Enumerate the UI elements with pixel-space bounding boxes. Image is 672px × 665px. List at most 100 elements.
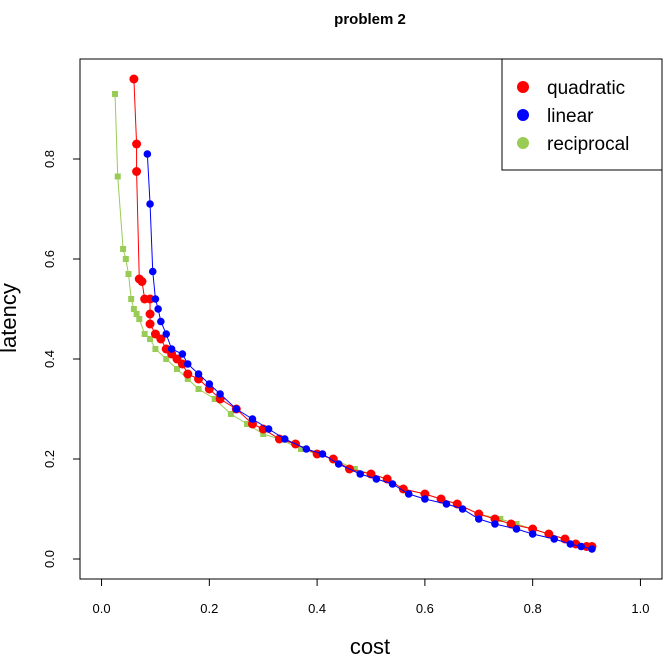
data-point xyxy=(120,246,127,252)
y-tick-label: 0.4 xyxy=(42,350,57,368)
x-tick-label: 1.0 xyxy=(631,601,649,616)
data-point xyxy=(132,167,142,176)
data-point xyxy=(227,411,234,417)
data-point xyxy=(577,542,585,551)
data-point xyxy=(145,309,155,319)
legend: quadratic linear reciprocal xyxy=(501,58,663,171)
legend-label: reciprocal xyxy=(547,134,629,155)
data-point xyxy=(421,495,429,503)
data-point xyxy=(506,519,516,529)
data-point xyxy=(129,74,139,84)
data-point xyxy=(152,346,159,352)
data-point xyxy=(216,390,224,398)
data-point xyxy=(178,350,187,358)
legend-marker xyxy=(517,81,529,93)
legend-label: linear xyxy=(547,106,594,127)
data-point xyxy=(248,415,257,423)
data-point xyxy=(512,525,521,533)
y-tick-label: 0.8 xyxy=(42,150,57,168)
y-axis-title: latency xyxy=(0,283,21,353)
data-point xyxy=(491,520,499,528)
data-point xyxy=(141,331,148,337)
data-point xyxy=(132,139,142,149)
data-point xyxy=(114,173,121,180)
data-point xyxy=(211,396,218,402)
data-point xyxy=(264,425,273,433)
legend-item-quadratic: quadratic xyxy=(517,78,625,99)
data-point xyxy=(194,370,203,378)
x-tick-label: 0.8 xyxy=(524,601,542,616)
legend-marker xyxy=(517,137,529,149)
data-point xyxy=(133,311,140,317)
y-axis: 0.0 0.2 0.4 0.6 0.8 xyxy=(42,150,81,568)
data-point xyxy=(232,405,241,413)
data-point xyxy=(372,475,381,483)
data-point xyxy=(183,360,192,368)
x-tick-label: 0.0 xyxy=(93,601,111,616)
data-point xyxy=(154,305,162,313)
data-point xyxy=(136,316,143,322)
legend-entries: quadratic linear reciprocal xyxy=(517,78,629,155)
data-point xyxy=(177,359,187,369)
data-point xyxy=(474,515,483,523)
data-point xyxy=(297,446,304,452)
data-point xyxy=(244,421,251,427)
data-point xyxy=(436,494,446,504)
data-point xyxy=(151,295,160,303)
data-point xyxy=(174,366,180,372)
data-point xyxy=(147,336,154,342)
data-point xyxy=(183,369,193,379)
data-point xyxy=(351,466,358,472)
chart-title: problem 2 xyxy=(334,11,406,28)
data-point xyxy=(122,256,129,262)
x-tick-label: 0.2 xyxy=(200,601,218,616)
data-point xyxy=(328,454,338,464)
data-point xyxy=(318,450,327,458)
data-point xyxy=(550,535,559,543)
data-point xyxy=(404,490,413,498)
data-point xyxy=(143,150,152,158)
data-point xyxy=(442,500,451,508)
data-point xyxy=(205,380,214,388)
data-point xyxy=(260,431,267,437)
data-point xyxy=(112,91,119,97)
series-layer xyxy=(112,74,597,553)
data-point xyxy=(302,445,311,453)
data-point xyxy=(148,267,157,276)
legend-item-reciprocal: reciprocal xyxy=(517,134,629,155)
legend-marker xyxy=(517,109,529,121)
data-point xyxy=(458,505,467,513)
data-point xyxy=(280,435,289,443)
x-tick-label: 0.4 xyxy=(308,601,326,616)
data-point xyxy=(137,277,147,286)
data-point xyxy=(497,516,504,522)
data-point xyxy=(528,530,537,538)
data-point xyxy=(195,386,202,392)
data-point xyxy=(163,356,170,362)
series-line-linear xyxy=(146,153,593,550)
data-point xyxy=(334,460,343,468)
y-tick-label: 0.2 xyxy=(42,450,57,468)
data-point xyxy=(513,521,520,527)
data-point xyxy=(145,294,155,304)
y-tick-label: 0.0 xyxy=(42,550,57,568)
data-point xyxy=(566,540,575,548)
data-point xyxy=(388,480,397,488)
data-point xyxy=(398,484,408,494)
data-point xyxy=(125,271,132,277)
x-axis: 0.0 0.2 0.4 0.6 0.8 1.0 xyxy=(93,578,649,616)
data-point xyxy=(156,334,166,344)
data-point xyxy=(162,330,171,338)
data-point xyxy=(588,545,596,553)
x-tick-label: 0.6 xyxy=(416,601,434,616)
legend-item-linear: linear xyxy=(517,106,594,127)
data-point xyxy=(544,529,554,539)
series-linear xyxy=(143,150,596,553)
data-point xyxy=(145,319,155,329)
data-point xyxy=(167,345,176,353)
data-point xyxy=(130,306,137,312)
y-tick-label: 0.6 xyxy=(42,250,57,268)
data-point xyxy=(128,296,135,302)
data-point xyxy=(184,376,191,382)
